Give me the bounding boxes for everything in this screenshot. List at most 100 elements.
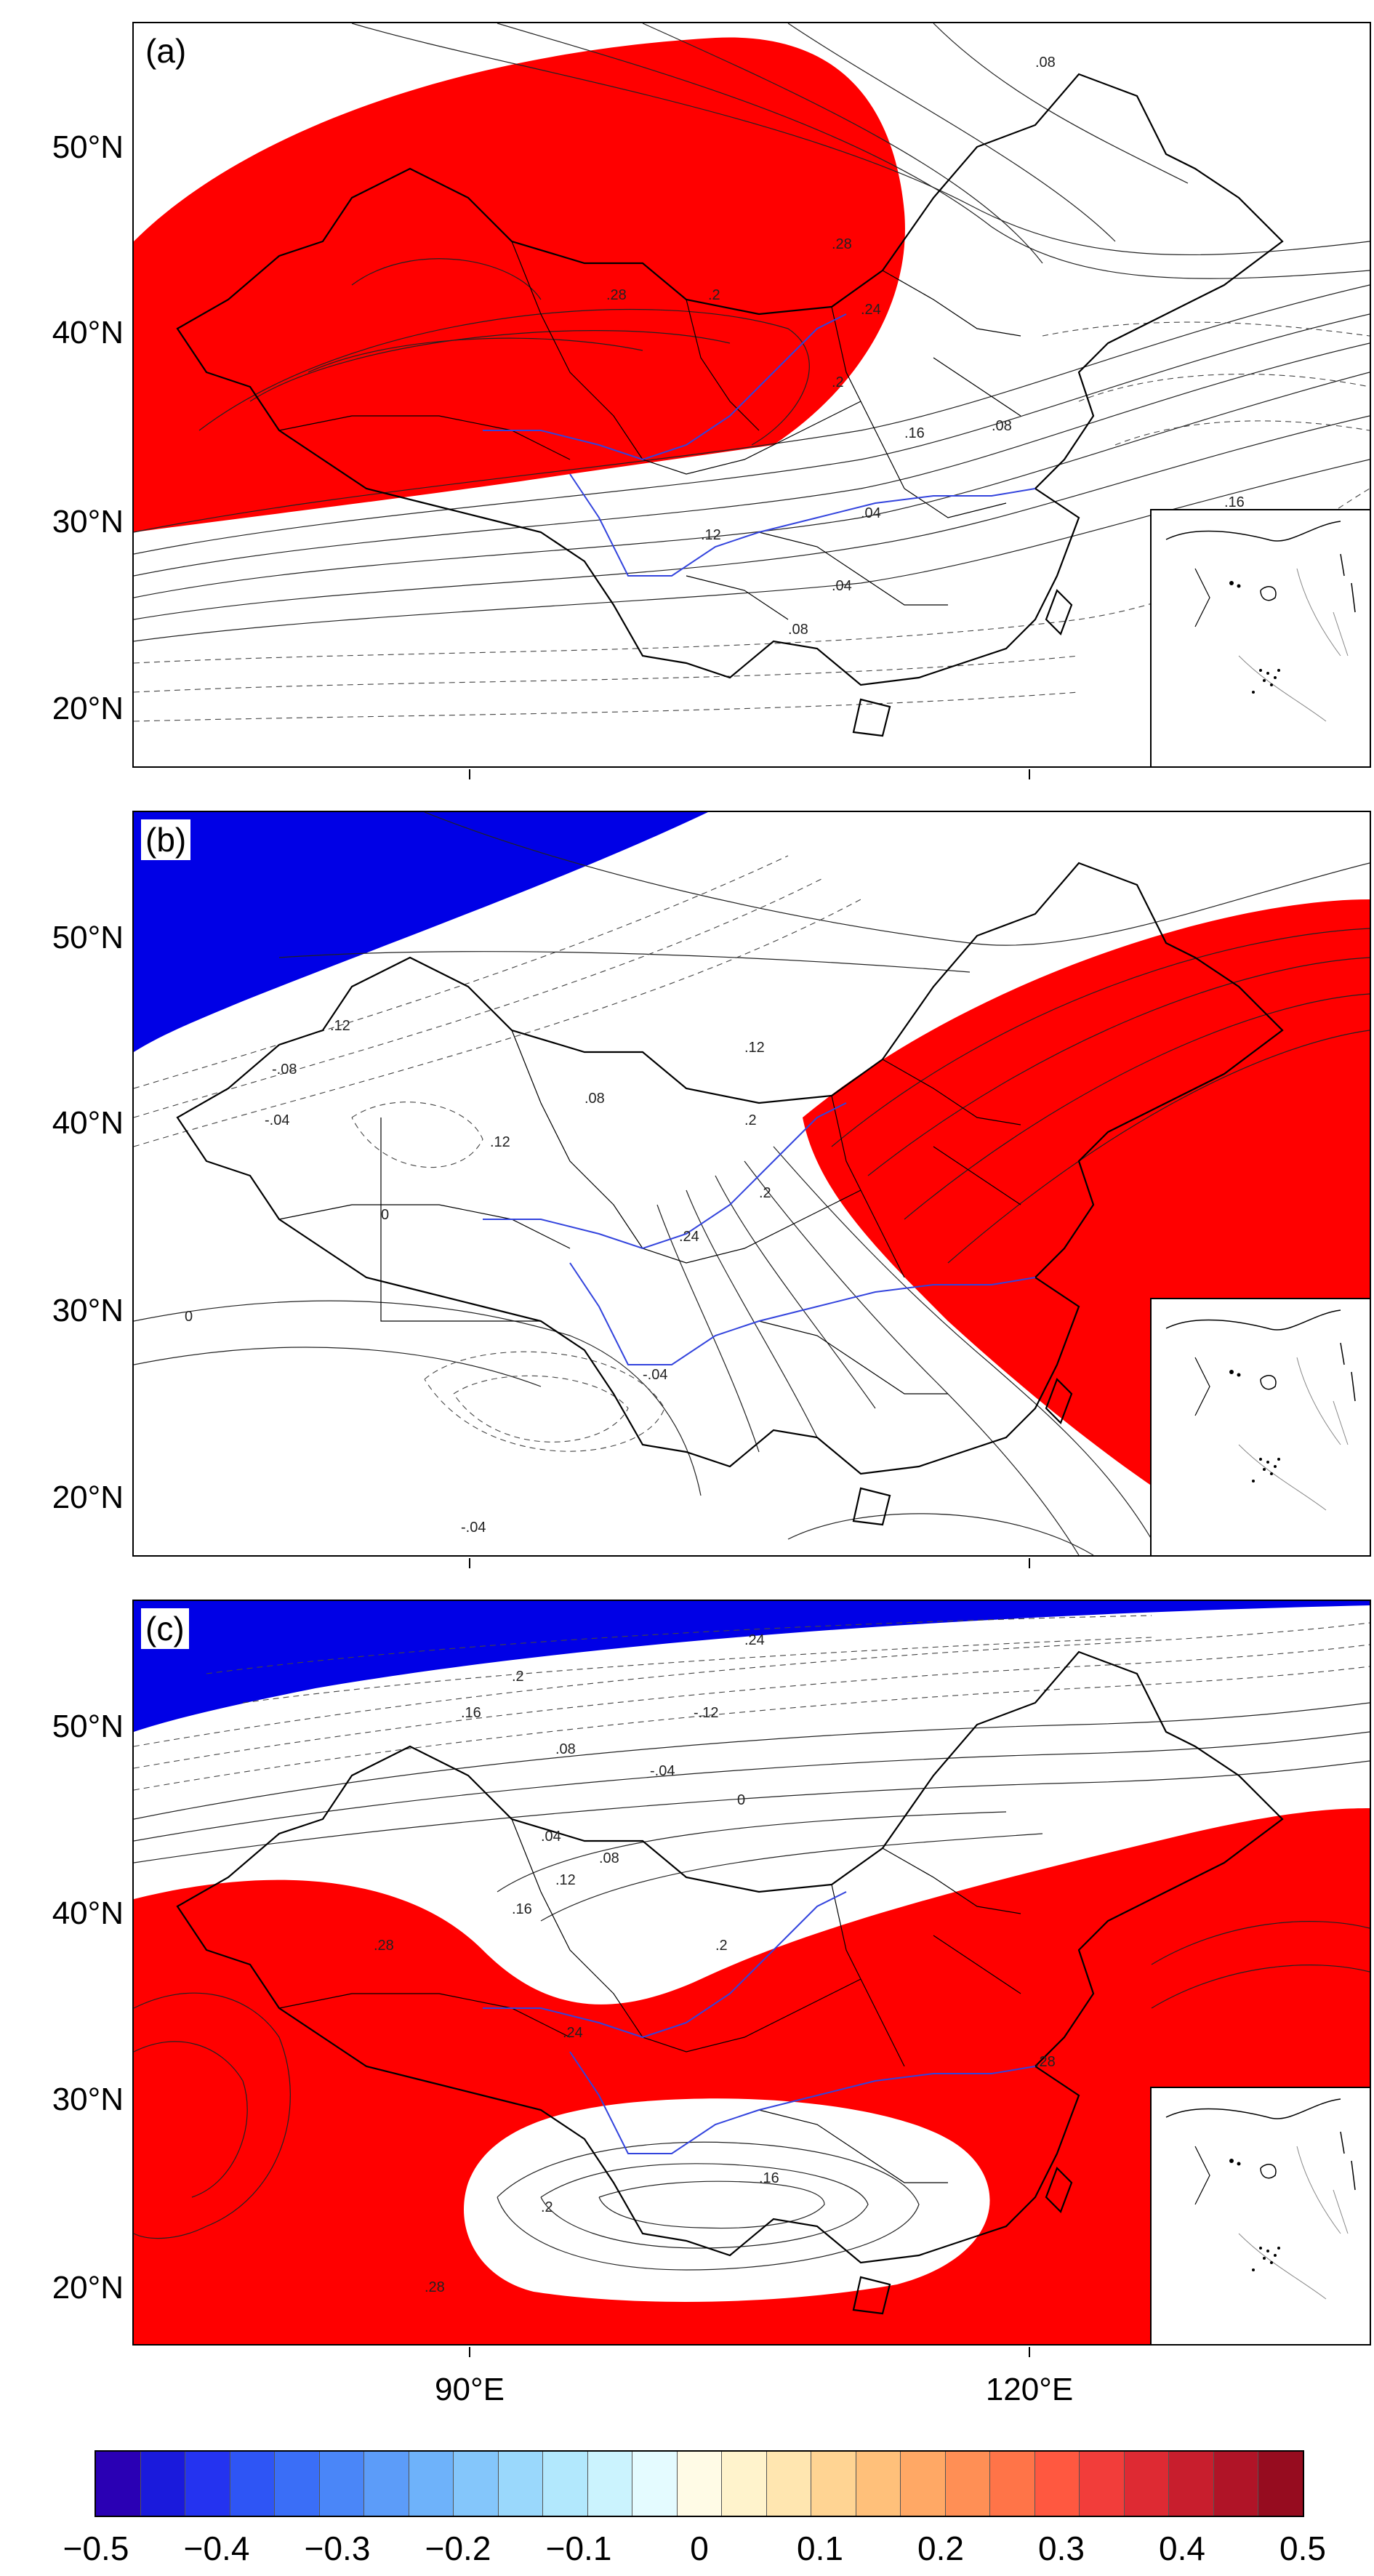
rivers: [483, 1891, 1036, 2154]
colorbar-swatch: [230, 2452, 276, 2516]
contour-label-6: .2: [832, 374, 844, 390]
dashed-contours: [134, 321, 1370, 722]
colorbar-swatch: [364, 2452, 409, 2516]
lat-label: 40°N: [52, 315, 124, 350]
lat-label: 30°N: [52, 504, 124, 539]
china-boundary: [176, 1650, 1284, 2315]
china-boundary: [176, 862, 1284, 1526]
colorbar-tick-label: 0.5: [1279, 2529, 1326, 2567]
contour-label-1: .12: [330, 1018, 350, 1034]
contour-label-18: .28: [425, 2279, 445, 2295]
province-lines: [278, 1818, 1021, 2183]
contour-label-4: .24: [861, 302, 881, 318]
colorbar-swatch: [1258, 2452, 1303, 2516]
contour-label-13: .08: [992, 418, 1012, 434]
dashed-contours: [134, 1615, 1370, 1791]
contour-label-9: 0: [381, 1207, 389, 1223]
contour-label-5: .2: [708, 287, 720, 303]
negative-anomaly-region: [134, 812, 708, 1052]
contour-label-16: .16: [759, 2170, 779, 2186]
contour-label-9: .08: [599, 1850, 619, 1866]
contour-label-2: -.08: [272, 1062, 297, 1078]
contour-label-11: .16: [512, 1901, 532, 1917]
colorbar-swatch: [990, 2452, 1035, 2516]
colorbar-tick-label: −0.2: [425, 2529, 491, 2567]
colorbar-swatch: [319, 2452, 365, 2516]
positive-anomaly-region: [134, 37, 905, 533]
colorbar-swatch: [1124, 2452, 1170, 2516]
lat-label: 20°N: [52, 2270, 124, 2306]
contour-label-10: .04: [832, 578, 852, 594]
colorbar-swatch: [856, 2452, 901, 2516]
south-china-sea-inset: [1150, 1298, 1370, 1555]
lat-label: 20°N: [52, 1480, 124, 1515]
south-china-sea-inset: [1150, 509, 1370, 766]
lat-label: 40°N: [52, 1105, 124, 1141]
contour-label-3: -.04: [265, 1112, 289, 1128]
colorbar-swatch: [543, 2452, 588, 2516]
colorbar-swatch: [766, 2452, 812, 2516]
tick: [1029, 2347, 1030, 2357]
contour-label-6: .12: [490, 1134, 510, 1150]
colorbar-swatch: [677, 2452, 723, 2516]
contour-label-3: .16: [461, 1705, 481, 1721]
contour-label-7: .16: [904, 425, 925, 441]
colorbar-swatch: [454, 2452, 499, 2516]
tick: [469, 2347, 470, 2357]
contour-label-2: .2: [512, 1669, 524, 1685]
colorbar-tick-label: 0.4: [1159, 2529, 1205, 2567]
contour-label-3: .28: [606, 287, 627, 303]
tick: [469, 1558, 470, 1568]
contour-label-12: -.04: [461, 1520, 486, 1536]
rivers: [483, 1102, 1036, 1365]
contour-label-1: .08: [1035, 55, 1056, 71]
contour-label-17: .2: [541, 2199, 553, 2215]
contour-label-7: 0: [737, 1792, 745, 1808]
panel-c: .24 .2 .16 -.12 .08 -.04 0 .04 .08 .12 .…: [132, 1600, 1371, 2346]
panel-b: .12 -.08 -.04 .12 .08 .12 .2 .24 0 0 -.0…: [132, 811, 1371, 1557]
solid-contours: [134, 812, 1370, 1555]
solid-contours: [134, 23, 1370, 642]
colorbar-swatch: [1169, 2452, 1214, 2516]
colorbar-swatch: [140, 2452, 186, 2516]
contour-label-13: .2: [759, 1185, 771, 1201]
contour-label-5: .08: [584, 1091, 605, 1107]
colorbar-tick-label: −0.4: [183, 2529, 250, 2567]
lat-label: 30°N: [52, 2082, 124, 2117]
lat-label: 50°N: [52, 920, 124, 955]
rivers: [483, 313, 1036, 577]
contour-label-8: .24: [679, 1229, 699, 1245]
colorbar-tick-label: 0.3: [1038, 2529, 1085, 2567]
lat-label: 30°N: [52, 1293, 124, 1328]
contour-label-12: .2: [715, 1938, 728, 1954]
colorbar-swatch: [96, 2452, 141, 2516]
contour-label-13: .28: [374, 1938, 394, 1954]
colorbar-swatch: [1080, 2452, 1125, 2516]
contour-label-4: .12: [744, 1040, 765, 1056]
contour-label-11: -.04: [643, 1367, 667, 1383]
province-lines: [278, 241, 1021, 620]
contour-label-8: .04: [541, 1829, 561, 1845]
contour-label-2: .28: [832, 236, 852, 252]
contour-label-11: .08: [788, 622, 808, 638]
contour-label-7: .2: [744, 1112, 757, 1128]
colorbar-tick-label: −0.5: [63, 2529, 129, 2567]
contour-label-4: -.12: [694, 1705, 718, 1721]
colorbar-swatch: [901, 2452, 946, 2516]
contour-label-14: .24: [563, 2025, 583, 2041]
negative-anomaly-region: [134, 1601, 1370, 1732]
colorbar-swatch: [811, 2452, 856, 2516]
panel-label: (c): [141, 1608, 189, 1649]
map-a: .08 .28 .28 .24 .2 .2 .16 .12 .04 .04 .0…: [134, 23, 1370, 737]
lat-label: 50°N: [52, 1709, 124, 1744]
colorbar-tick-label: 0: [690, 2529, 709, 2567]
colorbar-swatch: [409, 2452, 454, 2516]
contour-label-10: 0: [185, 1309, 193, 1325]
panel-label: (b): [141, 819, 191, 860]
colorbar-swatch: [945, 2452, 991, 2516]
contour-label-12: .16: [1224, 494, 1245, 510]
lat-label: 50°N: [52, 129, 124, 165]
contour-label-10: .12: [555, 1872, 576, 1888]
panel-label: (a): [141, 31, 191, 71]
inset-map: [1165, 2098, 1356, 2300]
